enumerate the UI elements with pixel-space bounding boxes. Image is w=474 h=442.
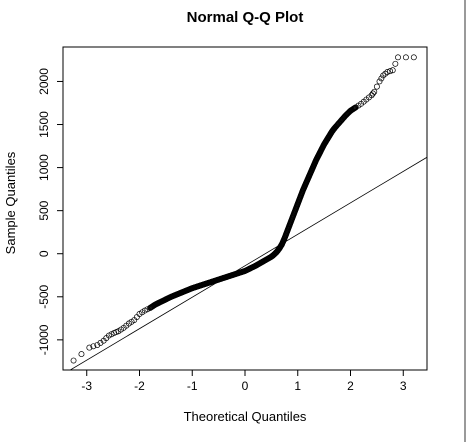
y-tick-label: -500 <box>37 284 51 308</box>
x-tick-label: -3 <box>81 379 92 393</box>
data-point <box>371 88 378 95</box>
qq-reference-line <box>69 156 427 370</box>
data-point <box>410 54 417 61</box>
data-point <box>369 90 376 97</box>
x-tick-label: -2 <box>134 379 145 393</box>
data-point <box>378 75 385 82</box>
y-tick-label: 0 <box>37 250 51 257</box>
y-tick-label: 1000 <box>37 154 51 181</box>
data-point <box>384 69 391 75</box>
data-point <box>78 351 85 358</box>
data-point <box>387 68 394 75</box>
y-tick-label: 500 <box>37 200 51 220</box>
y-axis-label: Sample Quantiles <box>3 151 18 254</box>
plot-box <box>62 46 428 371</box>
data-point <box>389 67 396 74</box>
data-point <box>90 343 97 350</box>
x-tick-label: 3 <box>400 379 407 393</box>
data-point <box>376 78 383 85</box>
data-point <box>392 60 399 67</box>
chart-title: Normal Q-Q Plot <box>187 9 304 26</box>
y-tick-label: 2000 <box>37 68 51 95</box>
window-edge <box>464 0 466 442</box>
data-point <box>402 54 409 61</box>
y-tick-label: 1500 <box>37 111 51 138</box>
x-tick-label: 2 <box>347 379 354 393</box>
data-point <box>70 357 77 364</box>
data-point <box>86 344 93 351</box>
x-tick-label: 1 <box>294 379 301 393</box>
y-tick-label: -1000 <box>37 324 51 355</box>
data-point <box>94 342 101 348</box>
x-tick-label: -1 <box>187 379 198 393</box>
data-point <box>395 54 401 61</box>
data-point <box>97 339 104 346</box>
x-tick-label: 0 <box>242 379 249 393</box>
data-point <box>373 83 380 90</box>
data-point <box>380 72 387 79</box>
x-axis-label: Theoretical Quantiles <box>184 409 307 424</box>
data-point <box>382 70 389 77</box>
